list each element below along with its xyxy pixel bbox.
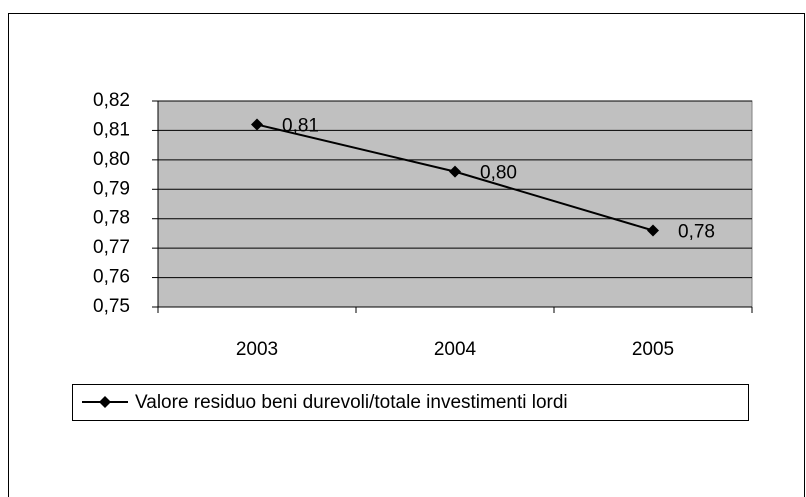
y-tick-label: 0,78 — [93, 208, 130, 229]
y-tick-label: 0,79 — [93, 178, 130, 199]
data-label: 0,80 — [480, 163, 517, 184]
legend-label: Valore residuo beni durevoli/totale inve… — [135, 392, 568, 413]
marker — [449, 165, 461, 178]
marker — [251, 118, 263, 131]
y-tick-label: 0,81 — [93, 119, 130, 140]
x-tick-label: 2004 — [434, 339, 477, 360]
y-tick-label: 0,76 — [93, 267, 130, 288]
data-label: 0,81 — [282, 116, 319, 137]
x-tick-label: 2003 — [236, 339, 278, 360]
marker — [647, 224, 659, 237]
legend-marker — [99, 396, 111, 408]
y-tick-label: 0,75 — [93, 296, 130, 317]
legend — [72, 384, 749, 421]
x-tick-label: 2005 — [632, 339, 674, 360]
y-tick-label: 0,77 — [93, 237, 130, 258]
y-tick-label: 0,80 — [93, 149, 130, 170]
data-label: 0,78 — [678, 222, 715, 243]
y-tick-label: 0,82 — [93, 90, 130, 111]
plot-area — [157, 100, 753, 308]
